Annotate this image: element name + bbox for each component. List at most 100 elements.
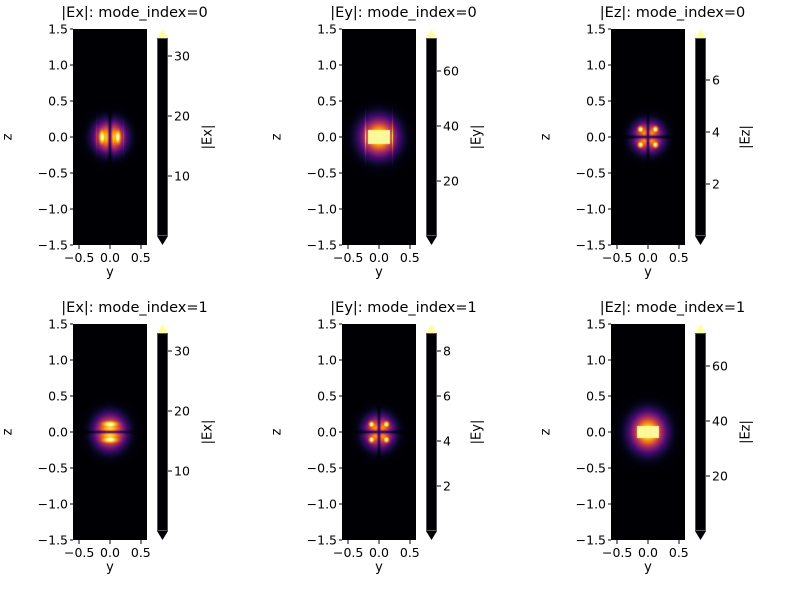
y-tick-mark xyxy=(338,467,342,469)
y-tick-mark xyxy=(338,359,342,361)
y-tick-label: 0.5 xyxy=(317,388,337,404)
x-tick-label: −0.5 xyxy=(332,250,364,265)
y-tick-label: 0.5 xyxy=(586,93,606,109)
colorbar-extend-min xyxy=(426,531,437,540)
x-tick-mark xyxy=(78,245,80,249)
y-tick-mark xyxy=(338,244,342,246)
colorbar-extend-max xyxy=(157,324,168,333)
x-tick-mark xyxy=(647,245,649,249)
y-tick-label: −0.5 xyxy=(37,460,68,476)
axes-frame xyxy=(73,324,147,540)
y-tick-mark xyxy=(607,539,611,541)
axes-image: −1.5 −1.0 −0.5 0.0 0.5 1.0 1.5 −0.5 0.0 0.5 xyxy=(307,317,420,561)
x-axis-label: y xyxy=(644,265,652,280)
colorbar-tick-label: 4 xyxy=(443,433,451,449)
x-tick-mark xyxy=(378,245,380,249)
y-tick-mark xyxy=(607,64,611,66)
panel-title: |Ey|: mode_index=1 xyxy=(330,300,477,316)
colorbar-tick-mark xyxy=(437,125,441,127)
y-tick-mark xyxy=(69,28,73,30)
colorbar-extend-min xyxy=(695,531,706,540)
panel-title: |Ey|: mode_index=0 xyxy=(330,5,477,21)
y-tick-mark xyxy=(69,244,73,246)
x-tick-mark xyxy=(409,540,411,544)
colorbar-tick-label: 60 xyxy=(712,358,728,374)
y-tick-mark xyxy=(607,208,611,210)
colorbar-outline xyxy=(157,38,168,236)
x-tick-mark xyxy=(347,540,349,544)
panel-ez-mode0: |Ez|: mode_index=0 −1.5 −1.0 −0.5 0.0 0.5 1.0… xyxy=(538,0,807,295)
panel-ex-mode0: |Ex|: mode_index=0 −1.5 −1.0 −0.5 0.0 0.5 1.0… xyxy=(0,0,269,295)
y-tick-label: −1.0 xyxy=(306,201,337,217)
colorbar-body: 20 40 60 xyxy=(426,38,459,236)
y-tick-mark xyxy=(338,323,342,325)
panel-ey-mode0: |Ey|: mode_index=0 −1.5 −1.0 −0.5 0.0 0.5 1.0… xyxy=(269,0,538,295)
colorbar-tick-label: 10 xyxy=(174,463,190,479)
y-tick-mark xyxy=(69,64,73,66)
x-tick-label: 0.0 xyxy=(638,250,658,265)
y-tick-mark xyxy=(69,100,73,102)
colorbar-extend-min xyxy=(157,531,168,540)
y-tick-mark xyxy=(69,136,73,138)
y-tick-label: −1.0 xyxy=(37,201,68,217)
x-tick-label: 0.0 xyxy=(100,250,120,265)
colorbar-tick-label: 40 xyxy=(443,118,459,134)
colorbar-tick-label: 40 xyxy=(712,413,728,429)
y-tick-label: 1.0 xyxy=(317,352,337,368)
panel-title: |Ex|: mode_index=0 xyxy=(61,5,208,21)
x-tick-label: 0.0 xyxy=(369,545,389,560)
y-tick-label: 1.5 xyxy=(48,316,68,332)
x-tick-label: 0.5 xyxy=(668,250,689,265)
x-tick-label: 0.0 xyxy=(638,545,658,560)
y-axis-label: z xyxy=(538,428,554,436)
x-tick-mark xyxy=(616,245,618,249)
colorbar-label: |Ey| xyxy=(469,124,485,150)
colorbar-label: |Ez| xyxy=(738,420,754,444)
colorbar-extend-min xyxy=(426,236,437,245)
colorbar-tick-mark xyxy=(706,183,710,185)
y-tick-label: 1.0 xyxy=(317,57,337,73)
colorbar-gradient xyxy=(426,38,437,236)
x-axis-label: y xyxy=(375,265,383,280)
colorbar-tick-mark xyxy=(706,420,710,422)
colorbar-extend-max xyxy=(695,324,706,333)
y-tick-label: −1.5 xyxy=(306,237,337,253)
colorbar-tick-label: 4 xyxy=(712,124,720,140)
colorbar-tick-label: 20 xyxy=(712,468,728,484)
x-tick-mark xyxy=(140,540,142,544)
y-tick-mark xyxy=(338,100,342,102)
y-axis-label: z xyxy=(269,133,285,141)
colorbar: 10 20 30 xyxy=(157,324,190,540)
x-tick-mark xyxy=(78,540,80,544)
y-tick-label: 0.0 xyxy=(586,129,606,145)
panel-ez-mode1: |Ez|: mode_index=1 −1.5 −1.0 −0.5 0.0 0.5 1.0… xyxy=(538,295,807,590)
axes-image: −1.5 −1.0 −0.5 0.0 0.5 1.0 1.5 −0.5 0.0 0.5 xyxy=(38,317,151,561)
colorbar-extend-min xyxy=(695,236,706,245)
colorbar-extend-max xyxy=(426,324,437,333)
y-tick-label: 0.5 xyxy=(48,388,68,404)
y-tick-mark xyxy=(69,539,73,541)
y-tick-mark xyxy=(69,395,73,397)
y-tick-mark xyxy=(338,136,342,138)
colorbar-tick-mark xyxy=(168,175,172,177)
colorbar-tick-mark xyxy=(706,365,710,367)
colorbar-label: |Ex| xyxy=(200,419,216,445)
y-tick-label: −0.5 xyxy=(37,165,68,181)
y-tick-mark xyxy=(607,503,611,505)
y-tick-label: 1.5 xyxy=(317,21,337,37)
y-tick-label: −1.0 xyxy=(306,496,337,512)
x-tick-label: 0.5 xyxy=(399,250,420,265)
y-tick-mark xyxy=(607,28,611,30)
field-heatmap xyxy=(342,29,416,245)
colorbar: 10 20 30 xyxy=(157,29,190,245)
x-tick-label: −0.5 xyxy=(601,250,633,265)
panel-title: |Ex|: mode_index=1 xyxy=(61,300,208,316)
y-tick-label: 1.5 xyxy=(586,316,606,332)
axes-image: −1.5 −1.0 −0.5 0.0 0.5 1.0 1.5 −0.5 0.0 0.5 xyxy=(307,22,420,266)
colorbar-tick-mark xyxy=(437,485,441,487)
colorbar-tick-mark xyxy=(706,79,710,81)
colorbar-body: 10 20 30 xyxy=(157,38,190,236)
colorbar-tick-mark xyxy=(168,115,172,117)
y-tick-label: 0.0 xyxy=(48,129,68,145)
